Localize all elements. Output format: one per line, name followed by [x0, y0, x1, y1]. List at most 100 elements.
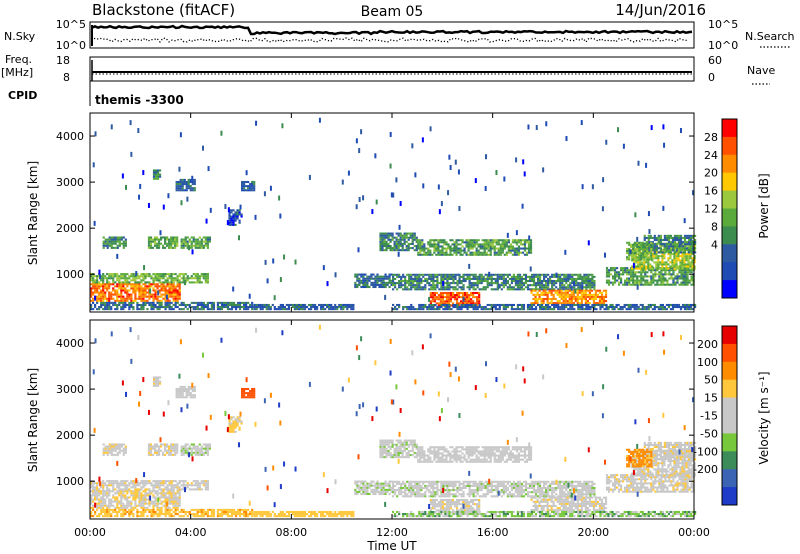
echo-cell	[534, 288, 538, 291]
echo-cell	[164, 293, 167, 296]
echo-cell	[463, 296, 467, 299]
echo-cell	[182, 279, 185, 282]
echo-cell	[683, 257, 686, 260]
echo-cell	[126, 488, 129, 491]
echo-cell	[674, 269, 677, 272]
echo-cell	[386, 275, 389, 278]
echo-cell	[630, 277, 633, 280]
echo-cell	[142, 293, 145, 296]
echo-cell	[553, 273, 556, 276]
echo-cell	[471, 239, 474, 242]
echo-cell	[161, 236, 165, 239]
echo-cell	[106, 488, 109, 491]
echo-cell	[391, 234, 394, 237]
echo-cell	[140, 480, 143, 483]
echo-cell	[254, 214, 257, 220]
echo-cell	[465, 294, 469, 297]
echo-cell	[576, 293, 579, 296]
echo-cell	[523, 241, 527, 244]
echo-cell	[452, 279, 455, 283]
echo-cell	[516, 275, 520, 278]
echo-cell	[455, 294, 459, 297]
echo-cell	[605, 139, 608, 145]
echo-cell	[162, 273, 165, 276]
echo-cell	[573, 273, 576, 276]
echo-cell	[102, 246, 105, 249]
echo-cell	[585, 288, 588, 291]
echo-cell	[146, 291, 149, 294]
echo-cell	[568, 295, 571, 298]
echo-cell	[176, 242, 179, 245]
echo-cell	[689, 236, 693, 239]
echo-cell	[689, 303, 693, 307]
echo-cell	[632, 258, 635, 261]
echo-cell	[605, 273, 609, 276]
echo-cell	[474, 282, 477, 285]
echo-cell	[96, 297, 99, 300]
echo-cell	[655, 238, 658, 242]
echo-cell	[477, 245, 480, 248]
echo-cell	[160, 480, 163, 483]
echo-cell	[417, 245, 420, 248]
echo-cell	[486, 282, 489, 285]
echo-cell	[617, 281, 621, 284]
echo-cell	[570, 302, 573, 305]
echo-cell	[521, 203, 524, 209]
echo-cell	[444, 273, 447, 276]
echo-cell	[645, 265, 648, 268]
echo-cell	[100, 510, 103, 514]
echo-cell	[146, 281, 149, 284]
echo-cell	[693, 257, 696, 260]
echo-cell	[238, 301, 242, 304]
echo-cell	[483, 253, 486, 256]
echo-cell	[694, 303, 697, 307]
echo-cell	[200, 281, 203, 284]
echo-cell	[637, 308, 640, 311]
echo-cell	[634, 241, 637, 244]
echo-cell	[662, 277, 665, 280]
echo-cell	[164, 486, 167, 489]
echo-cell	[668, 283, 671, 286]
echo-cell	[164, 504, 167, 507]
echo-cell	[156, 502, 159, 505]
echo-cell	[669, 255, 672, 258]
echo-cell	[120, 273, 123, 276]
echo-cell	[149, 242, 153, 245]
echo-cell	[148, 480, 151, 483]
echo-cell	[529, 247, 533, 250]
echo-cell	[340, 306, 343, 309]
echo-cell	[421, 247, 424, 250]
echo-cell	[168, 484, 171, 487]
echo-cell	[110, 124, 113, 130]
echo-cell	[534, 282, 538, 285]
echo-cell	[665, 249, 669, 252]
echo-cell	[398, 282, 401, 285]
echo-cell	[607, 308, 610, 311]
echo-cell	[96, 494, 99, 497]
echo-cell	[634, 279, 637, 282]
echo-cell	[102, 492, 105, 495]
echo-cell	[635, 265, 638, 268]
echo-cell	[550, 293, 553, 296]
echo-cell	[566, 289, 569, 292]
echo-cell	[622, 273, 625, 276]
echo-cell	[180, 303, 183, 307]
echo-cell	[638, 283, 641, 286]
echo-cell	[102, 490, 105, 493]
echo-cell	[104, 275, 107, 278]
echo-cell	[459, 239, 462, 242]
echo-cell	[114, 281, 117, 284]
echo-cell	[467, 243, 470, 246]
echo-cell	[645, 308, 648, 311]
echo-cell	[146, 287, 149, 290]
echo-cell	[465, 245, 468, 248]
echo-cell	[155, 236, 159, 239]
echo-cell	[414, 275, 417, 278]
echo-cell	[497, 249, 500, 252]
echo-cell	[418, 277, 421, 280]
echo-cell	[230, 219, 233, 222]
echo-cell	[677, 255, 680, 258]
echo-cell	[474, 306, 477, 309]
echo-cell	[423, 251, 426, 254]
echo-cell	[164, 306, 167, 309]
